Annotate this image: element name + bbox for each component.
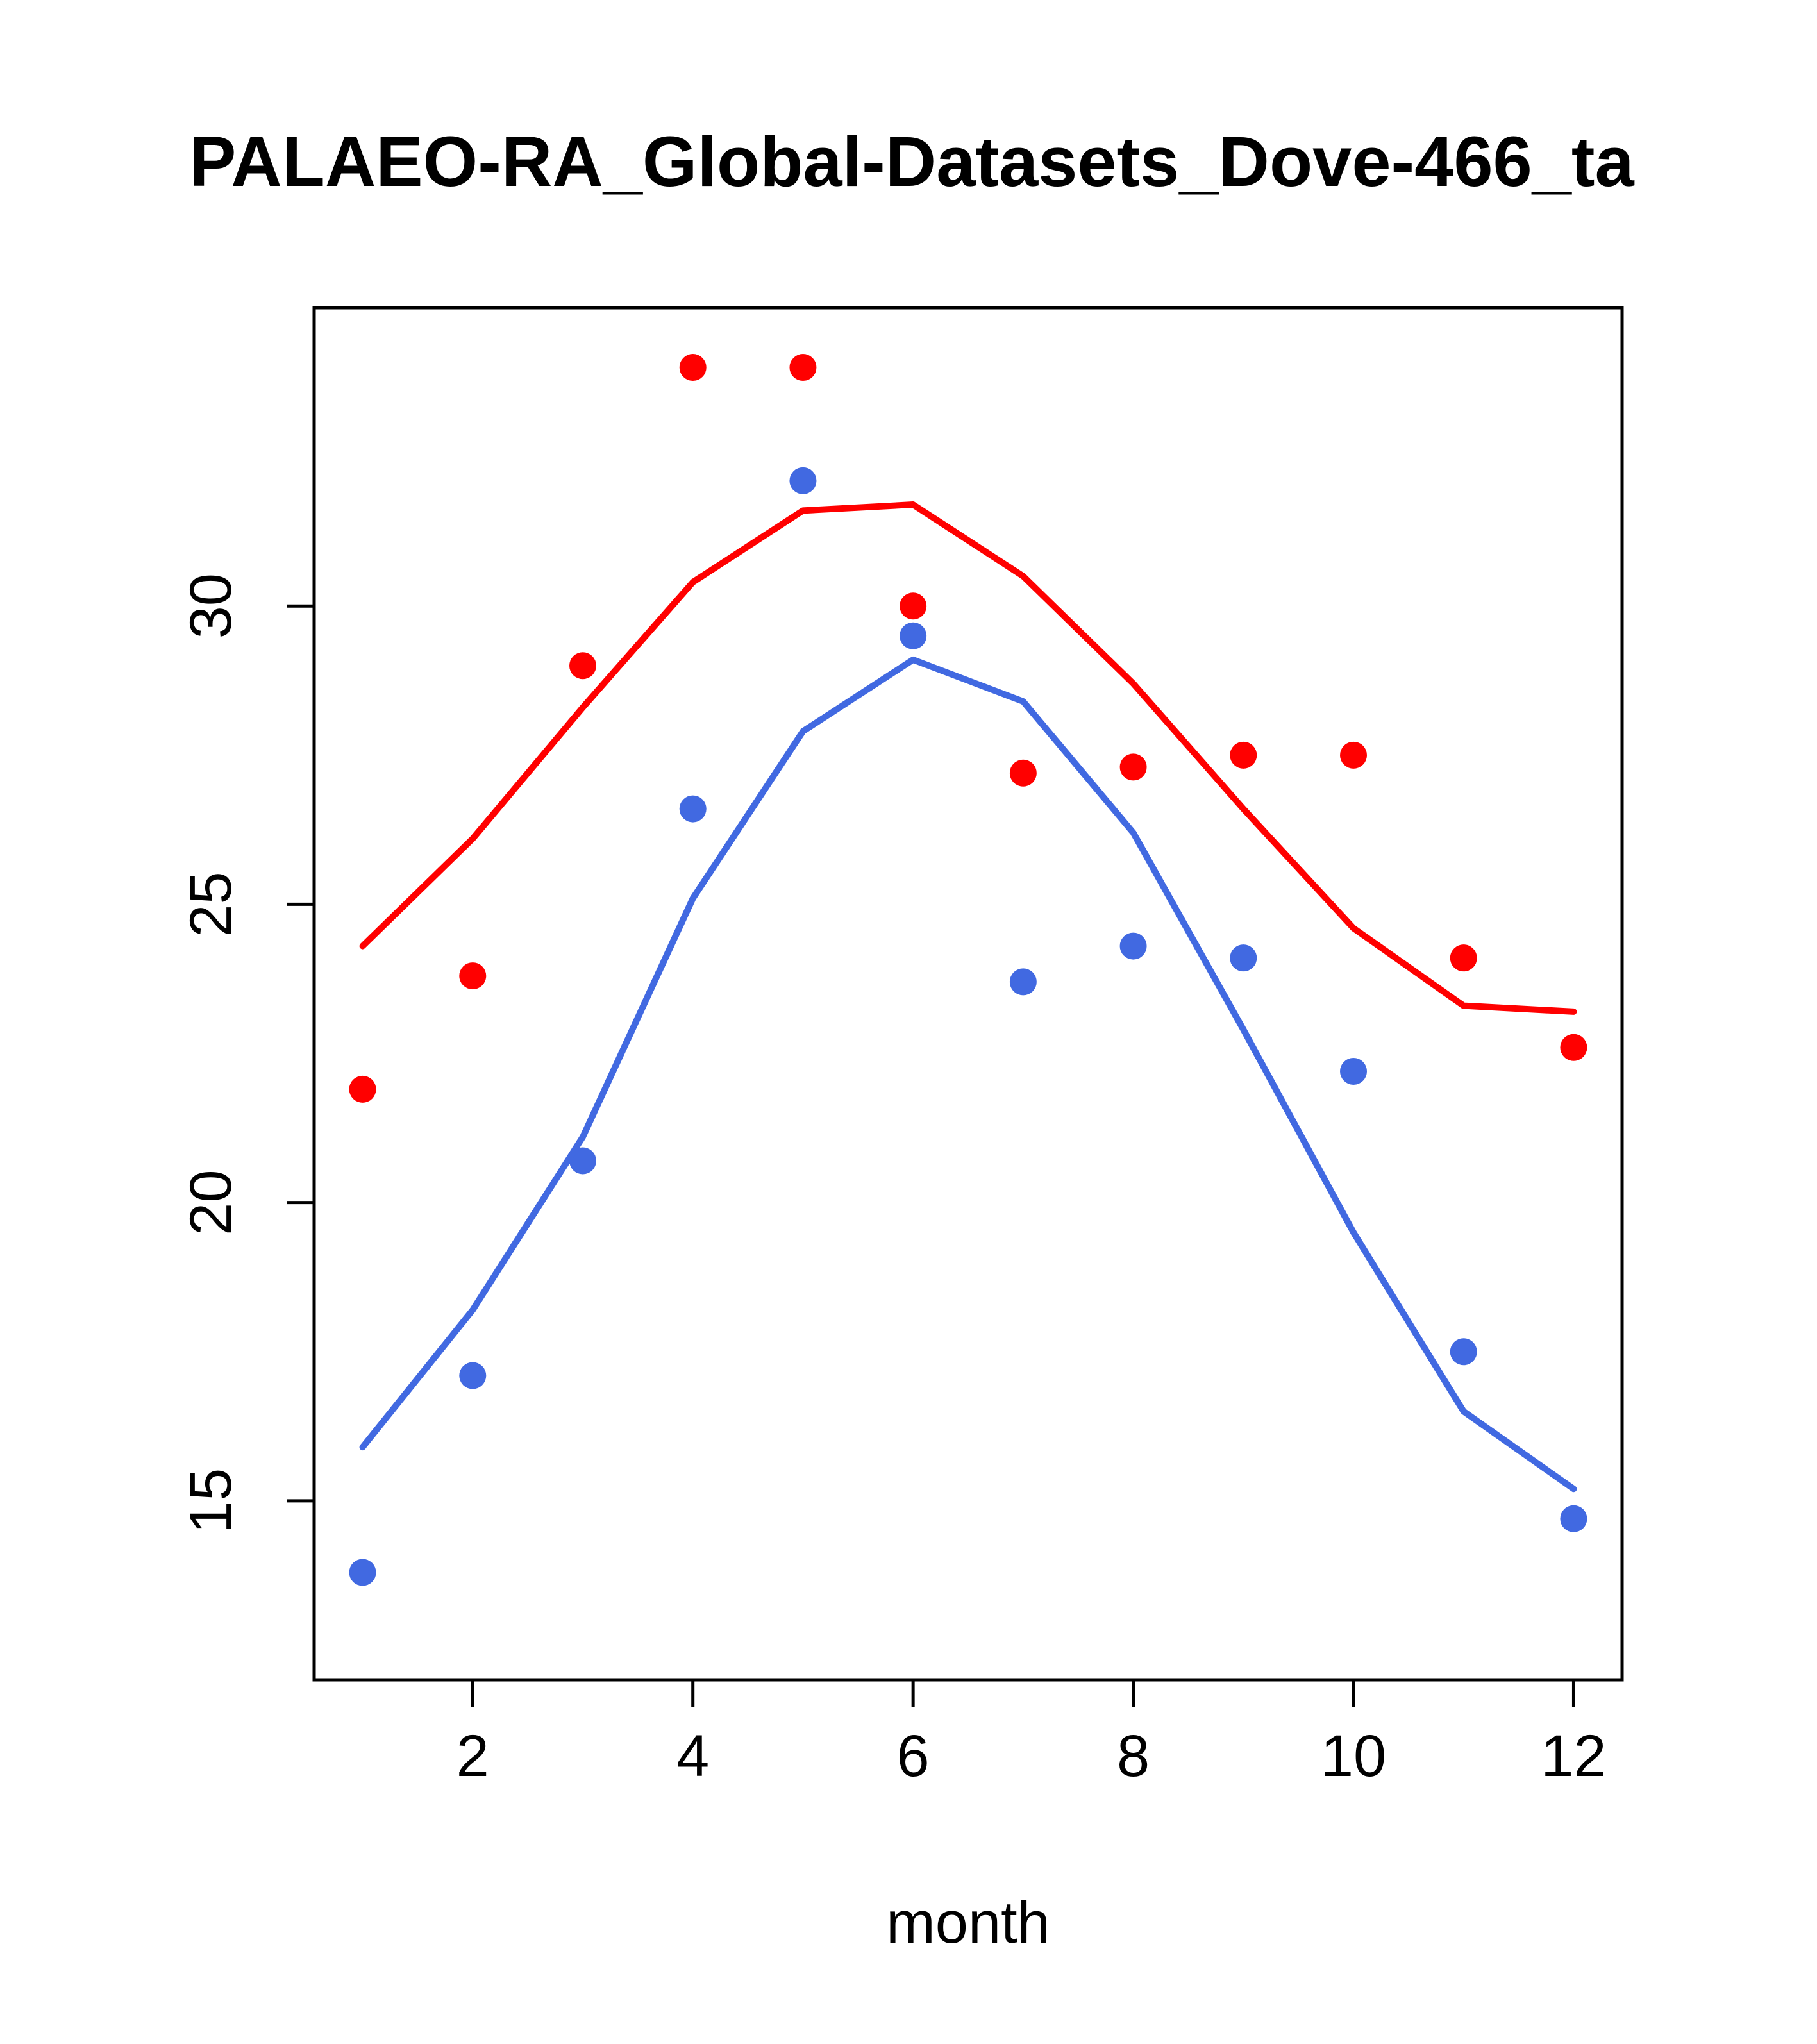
point-red-points [1560, 1034, 1587, 1061]
chart-title: PALAEO-RA_Global-Datasets_Dove-466_ta [189, 122, 1634, 201]
x-tick-label: 2 [456, 1723, 489, 1789]
point-red-points [459, 962, 487, 990]
point-blue-points [1340, 1057, 1368, 1085]
x-tick-label: 6 [897, 1723, 930, 1789]
point-blue-points [1009, 968, 1037, 996]
series-blue-line [359, 656, 1577, 1493]
point-blue-points [1560, 1505, 1587, 1532]
y-tick-label: 25 [178, 871, 244, 937]
point-red-points [349, 1075, 376, 1103]
y-tick-label: 20 [178, 1169, 244, 1235]
point-blue-points [789, 467, 817, 494]
y-tick-label: 30 [178, 573, 244, 639]
point-red-points [569, 652, 596, 680]
point-red-points [679, 354, 707, 381]
point-blue-points [679, 795, 707, 823]
point-blue-points [569, 1147, 596, 1175]
point-red-points [1009, 759, 1037, 787]
point-red-points [1340, 741, 1368, 769]
series-red-line [359, 501, 1577, 1015]
point-red-points [1450, 944, 1477, 972]
point-blue-points [1450, 1338, 1477, 1366]
point-blue-points [349, 1559, 376, 1586]
x-tick-label: 8 [1117, 1723, 1150, 1789]
x-tick-label: 12 [1541, 1723, 1606, 1789]
point-blue-points [1119, 932, 1147, 960]
point-blue-points [459, 1362, 487, 1389]
x-axis-label: month [886, 1890, 1050, 1956]
y-tick-label: 15 [178, 1468, 244, 1534]
x-tick-label: 4 [676, 1723, 709, 1789]
plot-area: 2 4 6 8 10 12 15 20 25 30 [178, 306, 1624, 1789]
point-blue-points [1230, 944, 1257, 972]
plot-frame [312, 306, 1624, 1682]
point-blue-points [900, 622, 927, 649]
point-red-points [1119, 753, 1147, 781]
point-red-points [1230, 741, 1257, 769]
x-tick-label: 10 [1321, 1723, 1386, 1789]
point-red-points [789, 354, 817, 381]
point-red-points [900, 592, 927, 620]
